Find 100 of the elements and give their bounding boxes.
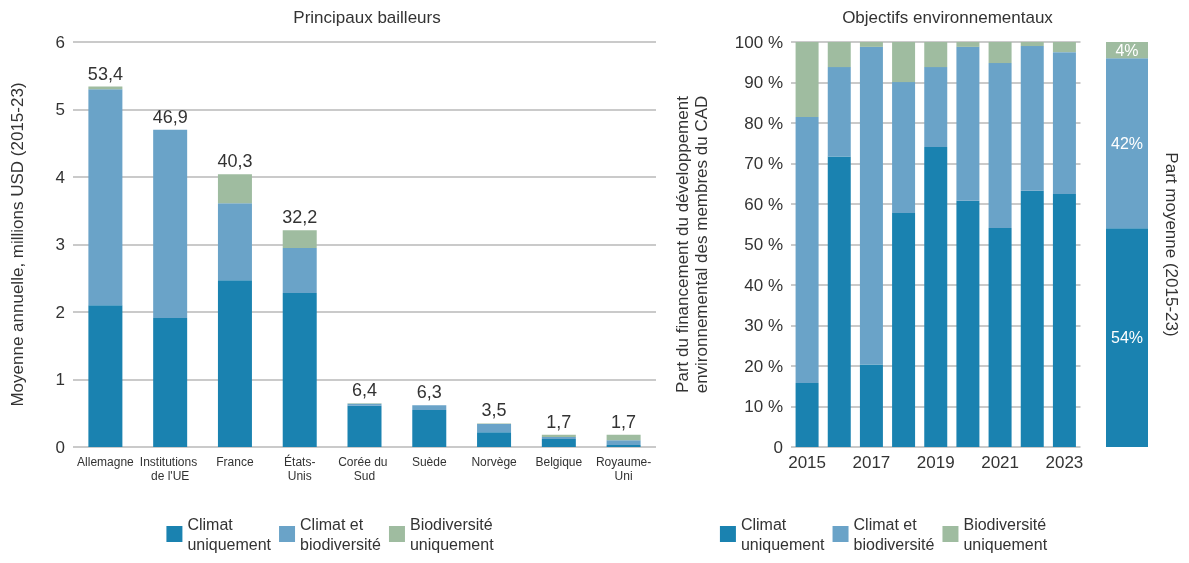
bar bbox=[956, 46, 980, 201]
x-tick-label: France bbox=[216, 455, 254, 469]
bar bbox=[892, 82, 916, 213]
x-tick-label: 2015 bbox=[788, 453, 826, 472]
bar bbox=[924, 67, 948, 147]
y-tick-label: 70 % bbox=[744, 154, 783, 173]
bar bbox=[795, 42, 819, 117]
bar bbox=[1052, 42, 1076, 53]
bar bbox=[541, 438, 576, 447]
y-tick-label: 0 bbox=[773, 437, 783, 457]
y-tick-label: 10 % bbox=[744, 397, 783, 416]
y-tick-label: 2 bbox=[55, 302, 65, 322]
legend-label: Climat uniquement bbox=[187, 515, 272, 553]
bar bbox=[606, 444, 641, 447]
legend-label: Biodiversité uniquement bbox=[409, 515, 495, 553]
x-tick-label: Suède bbox=[411, 455, 447, 469]
bar bbox=[988, 42, 1012, 64]
annotation: 53,4 bbox=[87, 63, 123, 84]
x-tick-label: 2023 bbox=[1045, 453, 1084, 472]
bar bbox=[827, 156, 851, 447]
x-tick-label: 2017 bbox=[852, 453, 891, 472]
y-tick-label: 3 bbox=[55, 235, 65, 254]
x-tick-label: Allemagne bbox=[77, 455, 135, 469]
bar bbox=[956, 200, 980, 447]
y-tick-label: 5 bbox=[55, 100, 65, 119]
x-tick-label: 2019 bbox=[916, 453, 955, 472]
x-tick-label: 2021 bbox=[981, 453, 1019, 472]
y-axis-title: Moyenne annuelle, millions USD (2015-23) bbox=[8, 82, 27, 407]
y-axis-title: Part du financement du développement environnemental des membres du CAD bbox=[673, 95, 711, 394]
x-tick-label: Institutions de l'UE bbox=[139, 455, 201, 483]
bar bbox=[412, 409, 447, 447]
bar bbox=[412, 405, 447, 410]
y-tick-label: 4 bbox=[55, 167, 65, 187]
bar bbox=[282, 230, 317, 248]
bar bbox=[859, 42, 883, 47]
annotation: 3,5 bbox=[481, 400, 507, 421]
x-tick-label: Corée du Sud bbox=[338, 455, 391, 483]
annotation: 46,9 bbox=[152, 106, 188, 127]
y-tick-label: 6 bbox=[55, 32, 65, 52]
chart-title: Objectifs environnementaux bbox=[842, 8, 1054, 27]
bar bbox=[88, 89, 123, 306]
bar bbox=[827, 67, 851, 157]
bar bbox=[153, 129, 188, 319]
x-tick-label: États-Unis bbox=[284, 454, 316, 483]
data-label: 4% bbox=[1115, 41, 1139, 59]
annotation: 40,3 bbox=[217, 151, 253, 172]
bar bbox=[827, 42, 851, 68]
y-tick-label: 30 % bbox=[744, 316, 783, 335]
bar bbox=[606, 440, 641, 445]
y-tick-label: 60 % bbox=[744, 194, 783, 214]
bar bbox=[153, 318, 188, 447]
bar bbox=[924, 146, 948, 447]
bar bbox=[217, 203, 252, 281]
bar bbox=[988, 63, 1012, 228]
bar bbox=[795, 116, 819, 384]
x-tick-label: Norvège bbox=[471, 455, 518, 469]
bar bbox=[956, 42, 980, 47]
annotation: 6,3 bbox=[416, 382, 442, 403]
bar bbox=[892, 42, 916, 83]
annotation: 1,7 bbox=[546, 411, 572, 432]
data-label: 54% bbox=[1110, 329, 1144, 347]
bar bbox=[477, 432, 512, 447]
bar bbox=[1052, 52, 1076, 194]
y-tick-label: 0 bbox=[55, 437, 65, 457]
bar bbox=[1020, 42, 1044, 47]
legend-label: Biodiversité uniquement bbox=[963, 515, 1048, 553]
y-tick-label: 1 bbox=[55, 370, 65, 389]
y-tick-label: 90 % bbox=[744, 73, 783, 92]
y-axis-title: Part moyenne (2015-23) bbox=[1162, 152, 1181, 337]
chart-title: Principaux bailleurs bbox=[293, 8, 441, 27]
x-tick-label: Belgique bbox=[535, 455, 583, 469]
bar bbox=[1020, 46, 1044, 191]
bar bbox=[859, 364, 883, 447]
bar bbox=[859, 46, 883, 365]
bar bbox=[477, 424, 512, 433]
bar bbox=[988, 227, 1012, 447]
bar bbox=[892, 212, 916, 447]
legend-label: Climat et biodiversité bbox=[853, 515, 935, 553]
bar bbox=[88, 305, 123, 447]
bar bbox=[795, 383, 819, 447]
bar bbox=[217, 280, 252, 447]
annotation: 6,4 bbox=[351, 380, 378, 401]
legend-label: Climat et biodiversité bbox=[300, 515, 382, 553]
bar bbox=[924, 42, 948, 68]
bar bbox=[606, 434, 641, 441]
legend-label: Climat uniquement bbox=[740, 515, 826, 553]
bar bbox=[1020, 190, 1044, 447]
y-tick-label: 40 % bbox=[744, 275, 783, 295]
bar bbox=[347, 405, 382, 447]
y-tick-label: 80 % bbox=[744, 113, 783, 133]
bar bbox=[282, 247, 317, 294]
bar bbox=[282, 293, 317, 447]
bar bbox=[217, 174, 252, 204]
annotation: 32,2 bbox=[282, 207, 318, 228]
y-tick-label: 100 % bbox=[734, 32, 783, 52]
y-tick-label: 20 % bbox=[744, 356, 783, 376]
annotation: 1,7 bbox=[611, 411, 637, 432]
bar bbox=[1052, 193, 1076, 447]
x-tick-label: Royaume-Uni bbox=[595, 455, 652, 483]
data-label: 42% bbox=[1110, 134, 1144, 152]
